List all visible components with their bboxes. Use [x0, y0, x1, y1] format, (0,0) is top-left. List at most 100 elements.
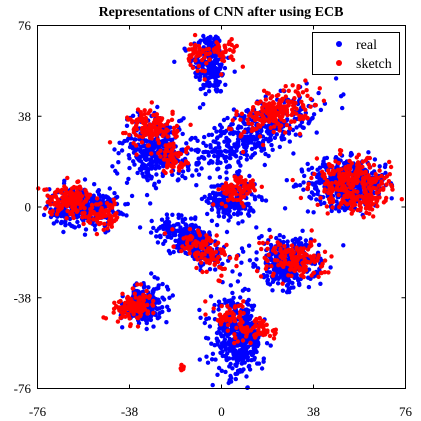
legend-marker-sketch — [336, 60, 342, 66]
point-sketch — [227, 47, 232, 52]
point-real — [160, 281, 165, 287]
point-sketch — [55, 208, 61, 213]
point-real — [267, 227, 272, 233]
point-sketch — [305, 185, 311, 190]
point-real — [83, 227, 89, 232]
point-real — [115, 194, 120, 200]
point-sketch — [239, 132, 244, 137]
point-real — [194, 160, 199, 166]
point-real — [127, 165, 132, 171]
point-sketch — [271, 100, 276, 105]
point-real — [96, 192, 102, 197]
point-sketch — [299, 114, 305, 119]
point-real — [199, 166, 204, 171]
point-real — [228, 379, 234, 384]
point-real — [298, 123, 303, 128]
point-real — [230, 328, 235, 333]
point-sketch — [286, 273, 291, 278]
point-sketch — [65, 175, 70, 181]
point-sketch — [289, 248, 294, 253]
point-sketch — [134, 152, 139, 157]
point-sketch — [269, 264, 274, 269]
point-sketch — [292, 260, 298, 265]
point-real — [228, 152, 233, 157]
point-sketch — [195, 68, 200, 74]
point-sketch — [196, 230, 201, 235]
point-sketch — [156, 151, 161, 156]
point-real — [226, 218, 231, 223]
point-real — [214, 222, 220, 228]
point-sketch — [36, 186, 41, 191]
point-sketch — [198, 243, 204, 248]
point-sketch — [238, 117, 243, 122]
point-real — [154, 300, 159, 305]
point-real — [341, 243, 346, 248]
point-sketch — [379, 179, 384, 184]
point-real — [155, 276, 160, 281]
point-real — [225, 115, 230, 121]
point-real — [144, 148, 150, 153]
point-sketch — [243, 178, 248, 183]
point-sketch — [314, 156, 320, 161]
point-real — [164, 212, 170, 217]
point-real — [221, 195, 227, 200]
point-real — [167, 295, 172, 300]
point-real — [250, 351, 256, 357]
point-real — [214, 149, 220, 155]
point-real — [149, 166, 154, 171]
point-real — [216, 214, 222, 219]
point-real — [269, 257, 274, 262]
point-sketch — [171, 141, 176, 146]
point-sketch — [314, 258, 320, 263]
point-real — [334, 199, 339, 204]
point-sketch — [134, 123, 139, 128]
point-sketch — [238, 309, 243, 315]
point-sketch — [223, 49, 228, 55]
point-sketch — [219, 201, 225, 206]
point-sketch — [226, 188, 231, 193]
point-sketch — [115, 319, 121, 324]
point-real — [254, 257, 259, 262]
point-sketch — [71, 197, 77, 202]
point-sketch — [275, 258, 280, 263]
point-sketch — [135, 107, 141, 112]
point-sketch — [175, 129, 180, 134]
point-real — [139, 150, 145, 155]
point-real — [160, 295, 165, 300]
point-sketch — [338, 187, 344, 193]
point-sketch — [80, 211, 85, 216]
point-sketch — [368, 182, 373, 187]
point-sketch — [187, 226, 193, 232]
point-sketch — [223, 204, 228, 209]
point-real — [270, 288, 275, 293]
point-sketch — [154, 112, 160, 117]
point-real — [275, 281, 281, 286]
point-sketch — [246, 113, 252, 118]
point-sketch — [276, 111, 281, 116]
point-sketch — [234, 256, 239, 261]
point-sketch — [355, 189, 360, 194]
point-real — [180, 169, 186, 174]
point-real — [70, 224, 76, 229]
point-real — [281, 276, 286, 282]
point-sketch — [283, 84, 288, 89]
point-sketch — [271, 246, 277, 251]
point-real — [254, 250, 259, 255]
point-real — [193, 74, 199, 80]
point-sketch — [132, 291, 137, 296]
point-real — [216, 82, 221, 87]
point-sketch — [149, 123, 154, 128]
point-real — [172, 59, 177, 64]
point-sketch — [245, 191, 250, 196]
point-real — [294, 125, 299, 130]
point-real — [229, 148, 234, 153]
point-sketch — [171, 125, 177, 131]
point-sketch — [223, 181, 229, 186]
point-real — [211, 191, 216, 196]
point-sketch — [256, 327, 261, 333]
point-sketch — [204, 269, 209, 274]
point-real — [196, 172, 202, 177]
point-real — [305, 161, 310, 167]
legend-marker-real — [336, 41, 342, 47]
point-real — [178, 225, 183, 230]
